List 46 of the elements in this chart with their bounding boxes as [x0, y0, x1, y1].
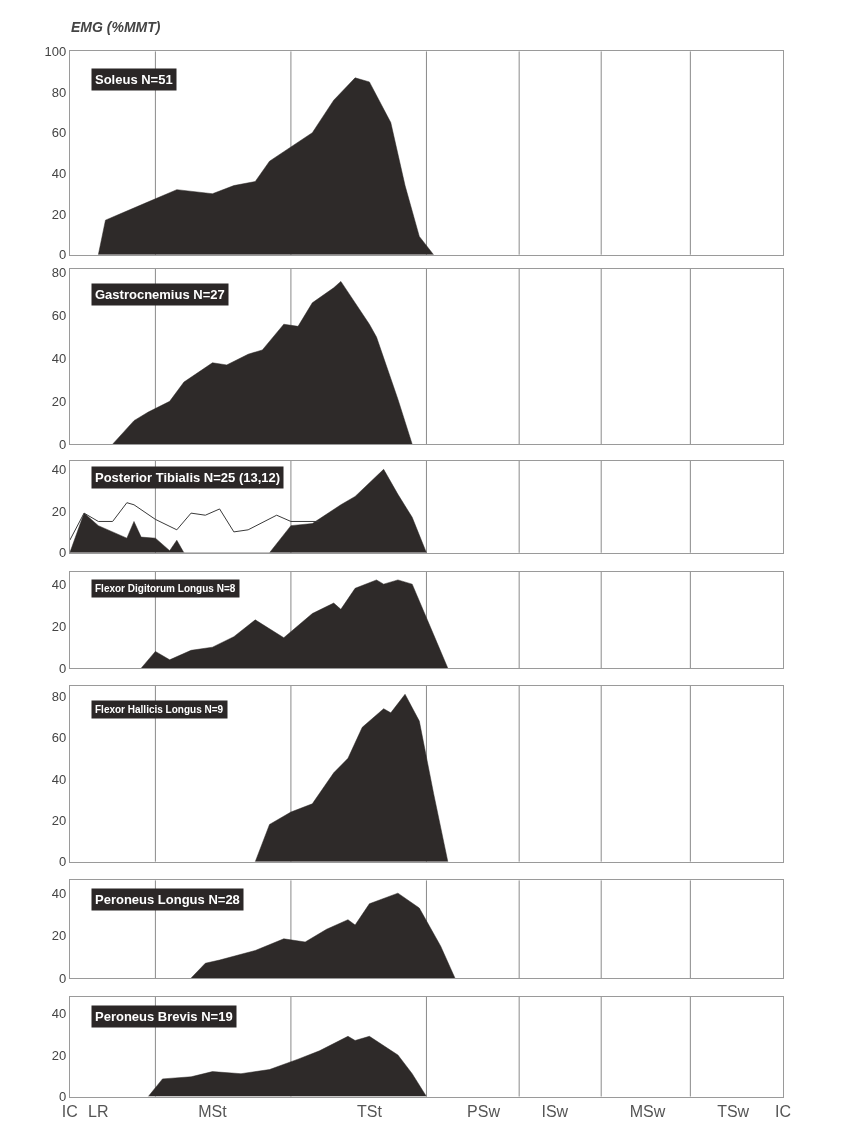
y-tick-label: 40 [51, 165, 67, 181]
y-tick-label: 0 [58, 660, 67, 676]
x-tick-label: IC [61, 1102, 78, 1120]
text: Flexor Hallicis Longus N=9 [95, 704, 224, 715]
x-tick-label: IC [775, 1102, 792, 1120]
y-tick-label: 20 [51, 812, 67, 828]
y-tick-label: 0 [58, 247, 67, 263]
y-tick-label: 20 [51, 206, 67, 222]
y-tick-label: 20 [51, 618, 67, 634]
y-tick-label: 20 [51, 928, 67, 944]
text: Peroneus Longus N=28 [95, 892, 240, 907]
line-series [69, 502, 320, 541]
x-tick-label: MSw [629, 1102, 666, 1120]
y-tick-label: 80 [51, 688, 67, 704]
y-tick-label: 40 [51, 885, 67, 901]
y-tick-label: 40 [51, 576, 67, 592]
y-tick-label: 0 [58, 545, 67, 561]
y-tick-label: 40 [51, 1006, 67, 1022]
y-axis-title: EMG (%MMT) [71, 19, 161, 35]
y-tick-label: 60 [51, 125, 67, 141]
text: Soleus N=51 [95, 72, 173, 87]
y-tick-label: 80 [51, 265, 67, 281]
text: Posterior Tibialis N=25 (13,12) [95, 470, 281, 485]
y-tick-label: 0 [58, 970, 67, 986]
x-tick-label: LR [88, 1102, 109, 1120]
y-tick-label: 100 [44, 43, 67, 59]
text: Flexor Digitorum Longus N=8 [95, 583, 236, 594]
y-tick-label: 20 [51, 1047, 67, 1063]
y-tick-label: 60 [51, 308, 67, 324]
text: Gastrocnemius N=27 [95, 287, 225, 302]
y-tick-label: 20 [51, 393, 67, 409]
x-tick-label: TSt [356, 1102, 383, 1120]
y-tick-label: 40 [51, 351, 67, 367]
y-tick-label: 0 [58, 436, 67, 452]
y-tick-label: 40 [51, 461, 67, 477]
y-tick-label: 80 [51, 84, 67, 100]
x-tick-label: TSw [717, 1102, 750, 1120]
y-tick-label: 40 [51, 771, 67, 787]
x-tick-label: MSt [198, 1102, 228, 1120]
text: Peroneus Brevis N=19 [95, 1009, 233, 1024]
y-tick-label: 60 [51, 730, 67, 746]
x-tick-label: PSw [467, 1102, 501, 1120]
y-tick-label: 0 [58, 854, 67, 870]
y-tick-label: 20 [51, 503, 67, 519]
x-tick-label: ISw [541, 1102, 569, 1120]
y-tick-label: 0 [58, 1089, 67, 1105]
